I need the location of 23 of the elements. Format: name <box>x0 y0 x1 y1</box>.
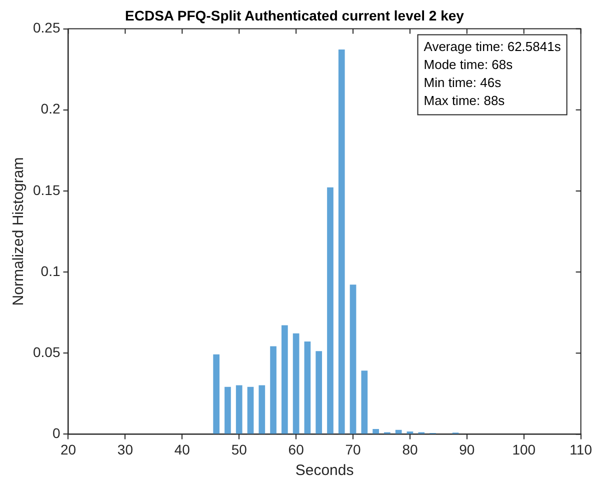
y-tick-label: 0.05 <box>33 344 60 360</box>
x-tick-label: 30 <box>117 441 134 458</box>
x-tick-label: 40 <box>174 441 190 458</box>
annotation: Average time: 62.5841s <box>424 38 562 54</box>
x-tick-label: 60 <box>288 441 304 458</box>
y-tick-label: 0.15 <box>33 182 60 198</box>
y-tick-label: 0.1 <box>40 262 60 279</box>
x-tick-label: 50 <box>231 441 248 458</box>
y-axis-title: Normalized Histogram <box>10 157 28 306</box>
x-tick-label: 110 <box>570 441 592 458</box>
x-axis-title: Seconds <box>295 462 354 480</box>
y-tick-label: 0 <box>52 425 60 442</box>
annotation: Mode time: 68s <box>424 56 514 72</box>
y-tick-label: 0.2 <box>40 100 60 117</box>
x-tick-label: 20 <box>60 441 76 458</box>
x-tick-label: 70 <box>345 441 362 458</box>
x-tick-label: 80 <box>402 441 418 458</box>
x-tick-label: 100 <box>512 441 536 458</box>
x-tick-label: 90 <box>459 441 475 458</box>
annotation: Max time: 88s <box>424 92 506 108</box>
chart-title: ECDSA PFQ-Split Authenticated current level 2 key <box>125 7 464 24</box>
annotation: Min time: 46s <box>424 74 502 90</box>
y-tick-label: 0.25 <box>33 20 60 36</box>
